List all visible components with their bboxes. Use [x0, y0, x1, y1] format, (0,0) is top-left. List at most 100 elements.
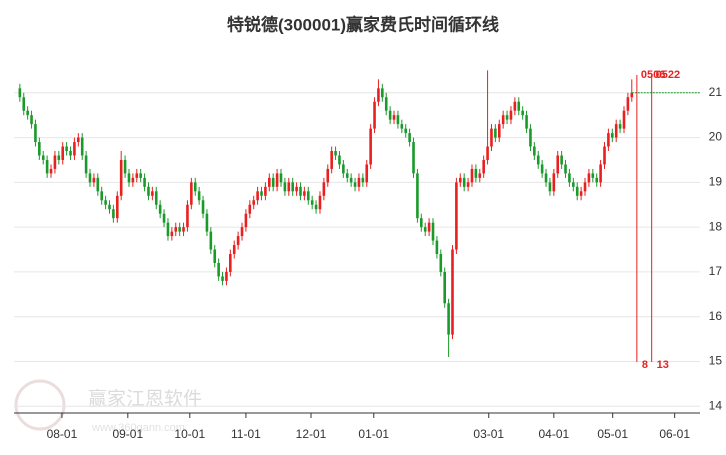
candle-body: [373, 101, 376, 129]
candle-body: [310, 200, 314, 205]
candle-body: [112, 209, 115, 219]
candle-body: [431, 222, 435, 241]
candle-body: [579, 191, 583, 196]
y-tick-label: 14: [709, 398, 723, 412]
candle-body: [529, 128, 532, 147]
candle-body: [139, 173, 142, 178]
candle-body: [205, 213, 209, 232]
candle-body: [264, 186, 267, 196]
candle-body: [318, 195, 322, 210]
candle-body: [322, 182, 326, 196]
candle-body: [158, 204, 162, 214]
candle-body: [494, 128, 497, 138]
candle-body: [435, 240, 439, 255]
candle-body: [236, 236, 240, 246]
candle-body: [260, 191, 263, 196]
candle-body: [291, 182, 294, 192]
candle-body: [123, 159, 127, 174]
candle-body: [384, 97, 388, 111]
candle-body: [369, 128, 372, 165]
candle-body: [225, 271, 228, 281]
candle-body: [564, 164, 567, 174]
cycle-count: 13: [657, 359, 669, 371]
candle-body: [544, 173, 548, 183]
candle-body: [447, 303, 450, 335]
candle-body: [595, 177, 599, 183]
candle-body: [486, 146, 489, 160]
candle-body: [490, 128, 493, 147]
candle-body: [256, 191, 259, 201]
candle-body: [69, 151, 72, 156]
candle-body: [575, 186, 579, 196]
candle-body: [513, 101, 517, 111]
candle-body: [147, 186, 150, 196]
candle-body: [330, 151, 333, 169]
candle-body: [572, 182, 575, 187]
y-tick-label: 20: [709, 130, 723, 144]
candle-body: [287, 182, 291, 192]
candle-body: [244, 213, 248, 228]
candle-body: [174, 227, 178, 232]
watermark-logo: [14, 379, 66, 431]
candle-body: [614, 124, 618, 138]
candle-body: [536, 155, 540, 165]
candle-body: [178, 227, 181, 232]
candle-body: [193, 182, 197, 192]
candle-body: [568, 173, 571, 183]
candle-body: [135, 173, 139, 178]
candle-body: [221, 276, 224, 281]
candle-body: [388, 110, 392, 120]
candle-body: [466, 182, 470, 187]
candle-body: [38, 142, 41, 156]
candle-body: [517, 101, 521, 111]
candle-body: [162, 213, 166, 223]
candle-body: [626, 97, 630, 111]
candle-body: [88, 173, 92, 183]
candle-body: [151, 191, 154, 196]
chart-title: 特锐德(300001)赢家费氏时间循环线: [227, 14, 499, 34]
candle-body: [509, 110, 513, 120]
y-tick-label: 18: [709, 219, 723, 233]
cycle-date: 0506: [641, 69, 665, 81]
x-tick-label: 08-01: [47, 427, 78, 441]
candle-body: [22, 97, 26, 111]
candle-body: [303, 191, 306, 196]
x-tick-label: 01-01: [358, 427, 389, 441]
candle-body: [131, 177, 135, 183]
candle-body: [57, 155, 61, 160]
candle-body: [213, 249, 217, 263]
candle-body: [299, 186, 302, 196]
candle-body: [560, 155, 563, 165]
candle-body: [349, 177, 353, 183]
candle-body: [603, 146, 606, 165]
candle-body: [521, 110, 524, 116]
candle-body: [630, 92, 634, 98]
candle-body: [115, 195, 119, 219]
candle-body: [127, 173, 131, 183]
x-tick-label: 12-01: [296, 427, 327, 441]
candle-body: [618, 124, 622, 129]
candle-body: [443, 271, 446, 304]
candle-body: [611, 133, 614, 138]
cycle-count: 8: [642, 359, 648, 371]
candle-body: [92, 177, 96, 183]
candle-body: [182, 227, 185, 232]
candle-body: [505, 115, 509, 120]
candle-body: [482, 159, 485, 174]
candle-body: [533, 146, 536, 156]
candle-body: [53, 155, 57, 169]
candle-body: [497, 124, 501, 138]
candle-body: [345, 173, 349, 178]
candle-body: [271, 177, 275, 187]
y-tick-label: 19: [709, 175, 723, 189]
x-tick-label: 06-01: [659, 427, 690, 441]
candle-body: [18, 88, 22, 98]
candle-body: [314, 204, 318, 210]
candle-body: [591, 173, 595, 178]
cycle-date: 0522: [656, 69, 680, 81]
candle-body: [455, 182, 458, 250]
x-tick-label: 04-01: [538, 427, 569, 441]
candle-body: [412, 142, 415, 174]
candle-body: [283, 182, 287, 192]
candle-body: [77, 137, 80, 143]
